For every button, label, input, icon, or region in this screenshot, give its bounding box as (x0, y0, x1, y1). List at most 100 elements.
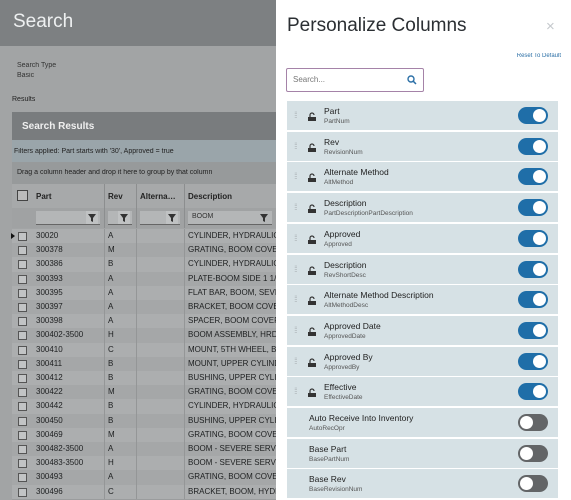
item-label: Auto Receive Into Inventory (309, 413, 414, 423)
cell-divider (136, 257, 137, 272)
toggle-knob (520, 416, 533, 429)
row-checkbox[interactable] (18, 260, 27, 270)
cell-divider (184, 427, 185, 442)
row-checkbox[interactable] (18, 487, 27, 497)
row-checkbox[interactable] (18, 416, 27, 426)
column-item[interactable]: ⁞⁞ Approved Date ApprovedDate (287, 315, 558, 345)
cell-divider (104, 257, 105, 272)
row-checkbox[interactable] (18, 473, 27, 483)
column-item[interactable]: ⁞⁞ Part PartNum (287, 101, 558, 130)
column-header[interactable]: Description (188, 192, 233, 201)
column-header[interactable]: Alterna… (140, 192, 176, 201)
filter-input[interactable] (188, 211, 272, 225)
row-checkbox[interactable] (18, 232, 27, 241)
column-header[interactable]: Part (36, 192, 52, 201)
column-item[interactable]: ⁞⁞ Rev RevisionNum (287, 131, 558, 161)
toggle-switch[interactable] (518, 321, 548, 339)
filter-button[interactable] (118, 211, 130, 224)
rev-cell: A (108, 273, 114, 283)
toggle-switch[interactable] (518, 107, 548, 124)
part-cell: 300410 (36, 344, 63, 354)
toggle-knob (533, 385, 546, 399)
toggle-knob (533, 262, 546, 276)
row-checkbox[interactable] (18, 317, 27, 327)
lock-icon (307, 325, 317, 336)
cell-divider (136, 371, 137, 386)
toggle-switch[interactable] (518, 168, 548, 186)
toggle-switch[interactable] (518, 444, 548, 462)
column-item[interactable]: ⁞⁞ Effective EffectiveDate (287, 377, 558, 407)
page-title: Search (13, 11, 74, 32)
row-checkbox[interactable] (18, 388, 27, 398)
description-cell: GRATING, BOOM COVER , (188, 429, 276, 439)
filter-input[interactable] (36, 211, 100, 225)
search-input[interactable]: Search... (286, 68, 424, 92)
toggle-knob (533, 170, 546, 184)
rev-cell: A (108, 472, 114, 482)
row-checkbox[interactable] (18, 445, 27, 454)
row-checkbox[interactable] (18, 374, 27, 383)
column-item[interactable]: ⁞⁞ Alternate Method AltMethod (287, 162, 558, 192)
toggle-switch[interactable] (518, 199, 548, 217)
column-item[interactable]: Base Rev BaseRevisionNum (287, 469, 558, 499)
row-checkbox[interactable] (18, 246, 27, 256)
column-item[interactable]: ⁞⁞ Approved Approved (287, 223, 558, 253)
row-checkbox[interactable] (18, 430, 27, 440)
filters-applied: Filters applied: Part starts with '30', … (14, 148, 174, 155)
select-all-checkbox[interactable] (17, 190, 28, 201)
drag-handle: ⁞⁞ (294, 294, 298, 305)
cell-divider (136, 328, 137, 343)
description-cell: BRACKET, BOOM COVER, (188, 302, 276, 311)
toggle-switch[interactable] (518, 414, 548, 431)
column-item[interactable]: Auto Receive Into Inventory AutoRecOpr (287, 408, 558, 437)
drag-handle: ⁞⁞ (294, 202, 298, 213)
row-checkbox[interactable] (18, 274, 27, 284)
toggle-switch[interactable] (518, 352, 548, 370)
filter-button[interactable] (86, 211, 98, 224)
item-label: Approved Date (324, 320, 381, 331)
rev-cell: B (108, 358, 114, 368)
toggle-knob (520, 446, 533, 460)
row-checkbox[interactable] (18, 331, 27, 341)
filter-bar (12, 140, 276, 162)
column-item[interactable]: ⁞⁞ Alternate Method Description AltMethodD… (287, 285, 558, 315)
item-field: EffectiveDate (324, 394, 363, 402)
description-filter[interactable]: BOOM (192, 213, 214, 220)
filter-button[interactable] (166, 211, 178, 224)
item-field: AltMethod (324, 179, 354, 187)
reset-link[interactable]: Reset To Default (516, 53, 561, 59)
description-cell: BOOM - SEVERE SERVICE, (188, 444, 276, 453)
cell-divider (184, 314, 185, 329)
toggle-switch[interactable] (518, 383, 548, 401)
rev-cell: B (108, 259, 114, 269)
cell-divider (136, 484, 137, 499)
row-checkbox[interactable] (18, 402, 27, 412)
column-item[interactable]: ⁞⁞ Description RevShortDesc (287, 254, 558, 284)
item-field: PartDescriptionPartDescription (324, 210, 413, 218)
column-item[interactable]: ⁞⁞ Approved By ApprovedBy (287, 346, 558, 376)
column-item[interactable]: Base Part BasePartNum (287, 438, 558, 468)
item-label: Effective (324, 382, 357, 393)
toggle-switch[interactable] (518, 137, 548, 155)
toggle-switch[interactable] (518, 260, 548, 278)
row-checkbox[interactable] (18, 359, 27, 369)
lock-icon (307, 386, 317, 398)
search-icon (407, 75, 417, 85)
results-label: Results (12, 96, 36, 103)
close-button[interactable]: × (546, 18, 555, 35)
row-checkbox[interactable] (18, 303, 27, 312)
toggle-switch[interactable] (518, 291, 548, 309)
toggle-switch[interactable] (518, 229, 548, 247)
cell-divider (136, 285, 137, 300)
row-checkbox[interactable] (18, 288, 27, 298)
column-header[interactable]: Rev (108, 192, 123, 201)
filter-button[interactable] (258, 211, 270, 224)
toggle-switch[interactable] (518, 475, 548, 493)
rev-cell: C (108, 486, 114, 496)
lock-icon (307, 264, 317, 275)
row-checkbox[interactable] (18, 345, 27, 355)
column-item[interactable]: ⁞⁞ Description PartDescriptionPartDescript… (287, 193, 558, 223)
toggle-knob (533, 323, 546, 337)
row-checkbox[interactable] (18, 459, 27, 469)
toggle-knob (520, 477, 533, 491)
